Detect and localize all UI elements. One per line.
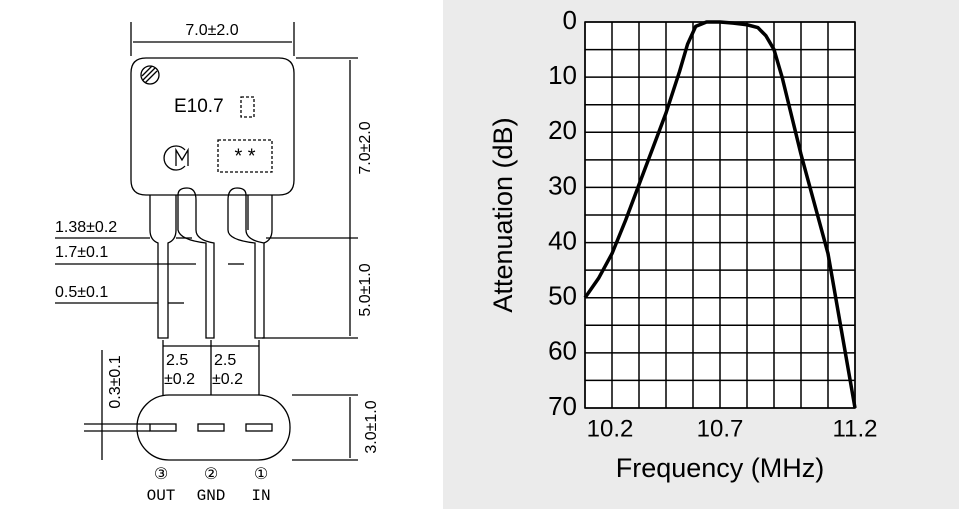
lead	[149, 195, 177, 339]
pin-section	[245, 423, 273, 432]
y-tick-label: 70	[548, 391, 577, 421]
pitch-label: 2.5	[214, 352, 236, 369]
pin-number: ②	[204, 466, 218, 483]
thickness-label: 0.3±0.1	[107, 355, 124, 408]
pin-number: ①	[254, 466, 268, 483]
lead-narrow-label: 0.5±0.1	[55, 284, 108, 301]
pitch-tol: ±0.2	[212, 371, 243, 388]
pitch-label: 2.5	[166, 352, 188, 369]
pin-section	[149, 423, 177, 432]
lead	[247, 195, 273, 244]
x-tick-label: 10.2	[587, 415, 634, 442]
height-label: 7.0±2.0	[357, 121, 374, 174]
lead	[177, 187, 215, 339]
y-tick-label: 40	[548, 225, 577, 255]
lead	[227, 187, 265, 339]
y-tick-label: 0	[563, 5, 577, 35]
y-tick-label: 20	[548, 115, 577, 145]
pin-name: IN	[251, 487, 270, 505]
lead-wide-label: 1.38±0.2	[55, 219, 117, 236]
lot-mark: * *	[234, 145, 255, 167]
hatch	[141, 65, 158, 84]
y-tick-label: 30	[548, 170, 577, 200]
y-tick-label: 50	[548, 281, 577, 311]
width-label: 7.0±2.0	[185, 22, 238, 39]
logo-m	[175, 147, 189, 166]
body	[130, 57, 295, 196]
pin-name: GND	[197, 487, 226, 505]
marking: E10.7	[174, 96, 224, 117]
depth-label: 3.0±1.0	[363, 400, 380, 453]
attenuation-curve	[583, 20, 857, 409]
pin-number: ③	[154, 466, 168, 483]
index-mark	[140, 65, 160, 85]
lead-mid-label: 1.7±0.1	[55, 244, 108, 261]
x-tick-label: 10.7	[697, 415, 744, 442]
y-tick-label: 60	[548, 336, 577, 366]
package-drawing: E10.7 * * 7.0±2.0 7.0±2.0 5.0±1.0 1.38±0…	[55, 22, 380, 505]
lead-length-label: 5.0±1.0	[357, 263, 374, 316]
pitch-tol: ±0.2	[164, 371, 195, 388]
bottom-outline	[136, 394, 291, 461]
pin-section	[197, 423, 225, 432]
x-tick-label: 11.2	[833, 415, 878, 442]
y-tick-label: 10	[548, 60, 577, 90]
pin-name: OUT	[147, 487, 176, 505]
x-axis-title: Frequency (MHz)	[616, 453, 825, 483]
logo	[163, 145, 186, 171]
marking-box	[240, 96, 255, 118]
y-axis-title: Attenuation (dB)	[488, 117, 518, 312]
lot-box	[217, 139, 273, 173]
